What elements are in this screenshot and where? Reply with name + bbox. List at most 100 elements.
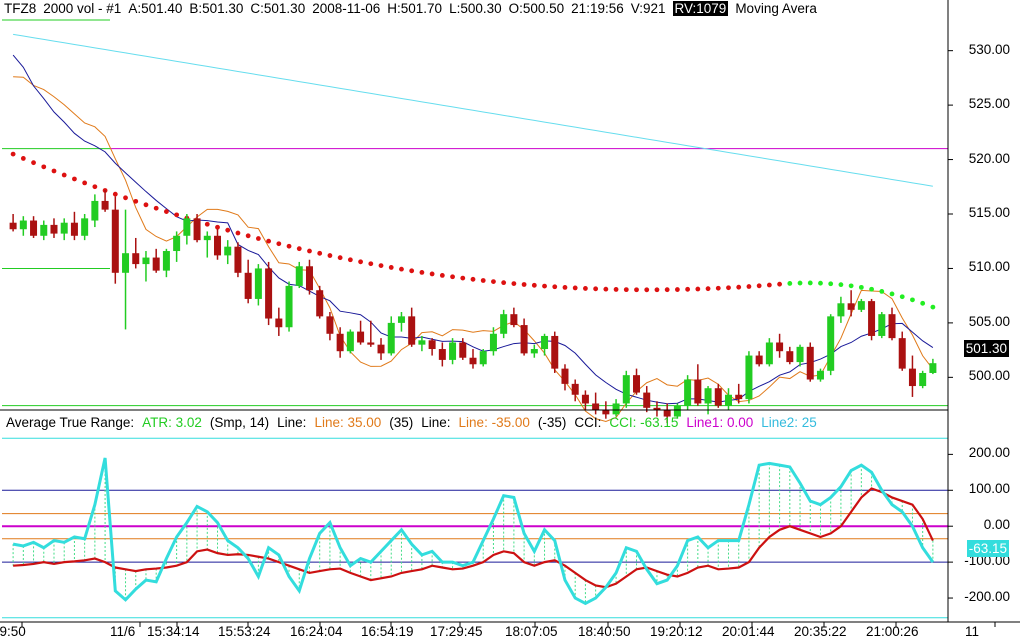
dot-down bbox=[634, 287, 639, 293]
dot-down bbox=[82, 180, 88, 186]
dot-down bbox=[358, 259, 363, 265]
dot-down bbox=[327, 253, 333, 258]
dot-down bbox=[511, 281, 517, 287]
dot-down bbox=[153, 205, 159, 211]
candle-down bbox=[643, 392, 651, 408]
bar-date: 2008-11-06 bbox=[312, 1, 381, 16]
dot-down bbox=[378, 263, 384, 269]
candle-down bbox=[592, 403, 600, 410]
dot-down bbox=[480, 278, 486, 283]
dot-down bbox=[307, 248, 312, 254]
dot-down bbox=[399, 266, 404, 272]
reference-lines bbox=[2, 19, 948, 407]
dot-down bbox=[593, 286, 599, 292]
candle-up bbox=[878, 314, 886, 336]
candle-down bbox=[888, 314, 896, 339]
atr-line bbox=[13, 487, 934, 589]
candle-up bbox=[500, 314, 508, 334]
candle-down bbox=[633, 375, 641, 393]
dot-down bbox=[756, 283, 762, 289]
candle-down bbox=[561, 368, 569, 384]
dot-up bbox=[889, 291, 895, 297]
dot-down bbox=[726, 285, 731, 291]
time-tick-label: 16:54:19 bbox=[361, 624, 414, 639]
candle-up bbox=[796, 346, 804, 363]
dot-down bbox=[531, 282, 537, 288]
dot-up bbox=[848, 283, 854, 289]
close-value: C:501.30 bbox=[250, 1, 306, 16]
candle-down bbox=[305, 266, 313, 291]
candle-down bbox=[694, 379, 702, 404]
candle-up bbox=[418, 340, 426, 345]
candle-down bbox=[152, 257, 160, 271]
dot-down bbox=[746, 284, 752, 289]
dot-up bbox=[807, 280, 813, 286]
candle-up bbox=[224, 246, 232, 256]
dot-down bbox=[123, 195, 128, 201]
candle-up bbox=[183, 218, 191, 236]
dot-down bbox=[276, 241, 282, 247]
candle-up bbox=[449, 342, 457, 360]
candle-down bbox=[714, 388, 722, 406]
cci-tick-label: 200.00 bbox=[968, 445, 1010, 461]
line1b-value: Line1: 0.00 bbox=[686, 415, 754, 430]
moving-average-slow bbox=[13, 33, 933, 187]
candle-up bbox=[816, 370, 824, 380]
dot-up bbox=[899, 294, 905, 300]
cci-tick-label: -200.00 bbox=[964, 589, 1010, 605]
candle-down bbox=[132, 253, 140, 265]
high-value: H:501.70 bbox=[387, 1, 443, 16]
candle-up bbox=[19, 220, 27, 230]
candle-up bbox=[684, 379, 692, 406]
candle-down bbox=[70, 222, 78, 236]
dot-down bbox=[603, 286, 609, 292]
dot-down bbox=[174, 212, 180, 218]
dot-down bbox=[143, 202, 149, 208]
dot-up bbox=[858, 284, 864, 290]
dot-down bbox=[572, 285, 578, 291]
candle-down bbox=[806, 346, 814, 380]
candlestick-series bbox=[9, 190, 937, 424]
dot-up bbox=[930, 304, 936, 310]
moving-average-fast bbox=[13, 76, 934, 423]
candle-down bbox=[459, 342, 467, 358]
candle-down bbox=[438, 349, 446, 360]
dot-down bbox=[501, 280, 507, 286]
dot-up bbox=[787, 281, 793, 286]
candle-down bbox=[101, 200, 109, 210]
dot-down bbox=[409, 268, 415, 274]
dot-down bbox=[317, 250, 323, 256]
line2b-value: Line2: 25 bbox=[761, 415, 817, 430]
cci-current-badge: -63.15 bbox=[966, 540, 1009, 557]
dot-down bbox=[613, 287, 619, 292]
dot-down bbox=[112, 191, 118, 197]
dot-down bbox=[419, 270, 425, 275]
cci-tick-label: 100.00 bbox=[968, 481, 1010, 497]
dot-up bbox=[910, 297, 915, 303]
dot-down bbox=[133, 198, 139, 204]
candle-up bbox=[530, 349, 538, 354]
ask-value: A:501.40 bbox=[128, 1, 183, 16]
indicator-header: Average True Range: ATR: 3.02 (Smp, 14) Lin… bbox=[6, 414, 825, 432]
dot-down bbox=[460, 275, 466, 281]
dot-down bbox=[685, 286, 691, 292]
dot-down bbox=[215, 224, 220, 230]
time-tick-label: 17:29:45 bbox=[430, 624, 483, 639]
time-tick-label: 15:34:14 bbox=[147, 624, 200, 639]
time-tick-label: 11/6 bbox=[110, 624, 136, 639]
cci-label: CCI: bbox=[574, 415, 602, 430]
candle-up bbox=[285, 285, 293, 328]
dot-down bbox=[337, 255, 343, 261]
candle-down bbox=[326, 316, 334, 334]
dot-down bbox=[51, 168, 57, 174]
candle-down bbox=[602, 410, 610, 415]
line2-value: Line: -35.00 bbox=[458, 415, 530, 430]
time-tick-label: 59:50 bbox=[0, 624, 26, 639]
time-tick-label: 15:53:24 bbox=[218, 624, 271, 639]
bar-time: 21:19:56 bbox=[571, 1, 624, 16]
candle-down bbox=[510, 314, 518, 326]
price-tick-label: 500.00 bbox=[968, 368, 1010, 384]
dot-up bbox=[797, 280, 803, 286]
dot-down bbox=[521, 282, 527, 287]
